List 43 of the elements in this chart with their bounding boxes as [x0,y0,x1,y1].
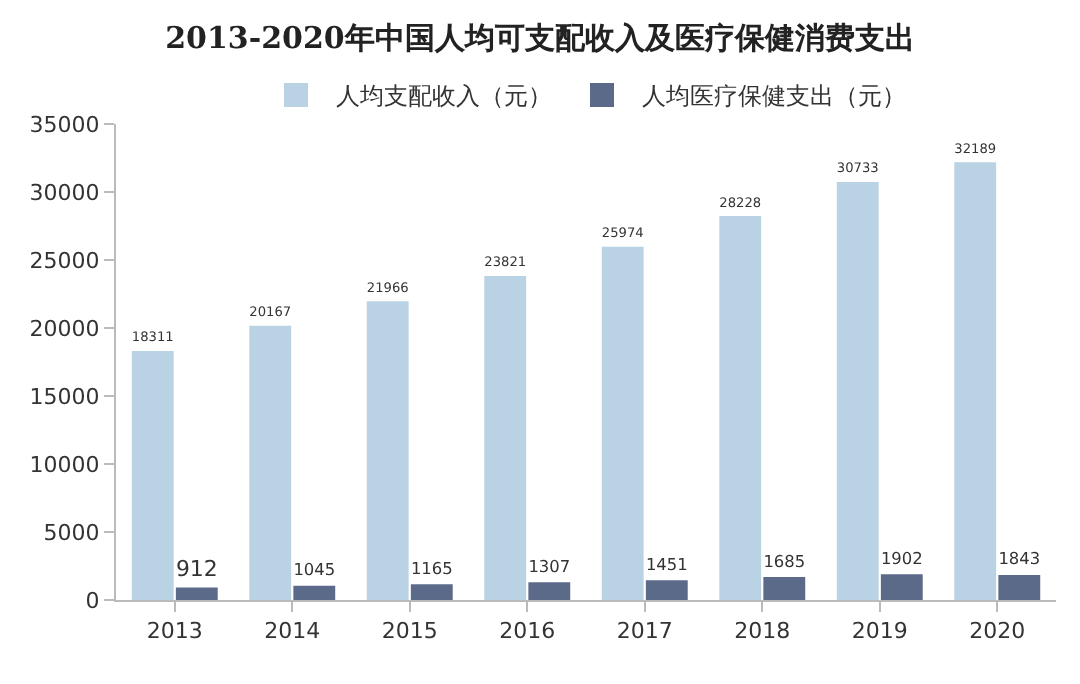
y-tick-label: 5000 [43,519,100,546]
y-tick-label: 35000 [29,111,100,138]
x-tick-label: 2019 [851,618,908,645]
bar [645,580,688,600]
data-label: 1843 [998,548,1041,569]
x-tick-label: 2020 [969,618,1026,645]
bar [880,574,923,600]
bar [528,582,571,600]
x-tick-label: 2014 [264,618,321,645]
x-tick-label: 2015 [381,618,438,645]
bar [410,584,453,600]
y-tick-label: 20000 [29,315,100,342]
x-tick-label: 2018 [734,618,791,645]
x-tick-label: 2017 [616,618,673,645]
y-tick-label: 25000 [29,247,100,274]
x-tick-label: 2016 [499,618,556,645]
bar [366,301,409,600]
chart-title: 2013-2020年中国人均可支配收入及医疗保健消费支出 [165,20,915,57]
bar [293,585,336,600]
data-label: 1045 [293,559,336,580]
y-tick-label: 15000 [29,383,100,410]
y-tick-label: 30000 [29,179,100,206]
data-label: 1685 [763,550,806,571]
bar [175,587,218,600]
bar [836,182,879,600]
bar [954,162,997,600]
data-label: 1307 [528,555,571,576]
x-tick-label: 2013 [146,618,203,645]
bar [763,577,806,600]
data-label: 1165 [410,557,453,578]
bar [249,325,292,600]
legend-label: 人均医疗保健支出（元） [642,82,906,111]
bar [601,246,644,600]
bar [719,216,762,600]
y-tick-label: 0 [85,587,100,614]
y-tick-label: 10000 [29,451,100,478]
data-label: 1451 [645,553,688,574]
data-label: 1902 [880,547,923,568]
legend-label: 人均支配收入（元） [336,82,552,111]
bar [131,350,174,600]
bar [998,574,1041,600]
data-label: 912 [175,555,218,582]
bar [484,276,527,600]
